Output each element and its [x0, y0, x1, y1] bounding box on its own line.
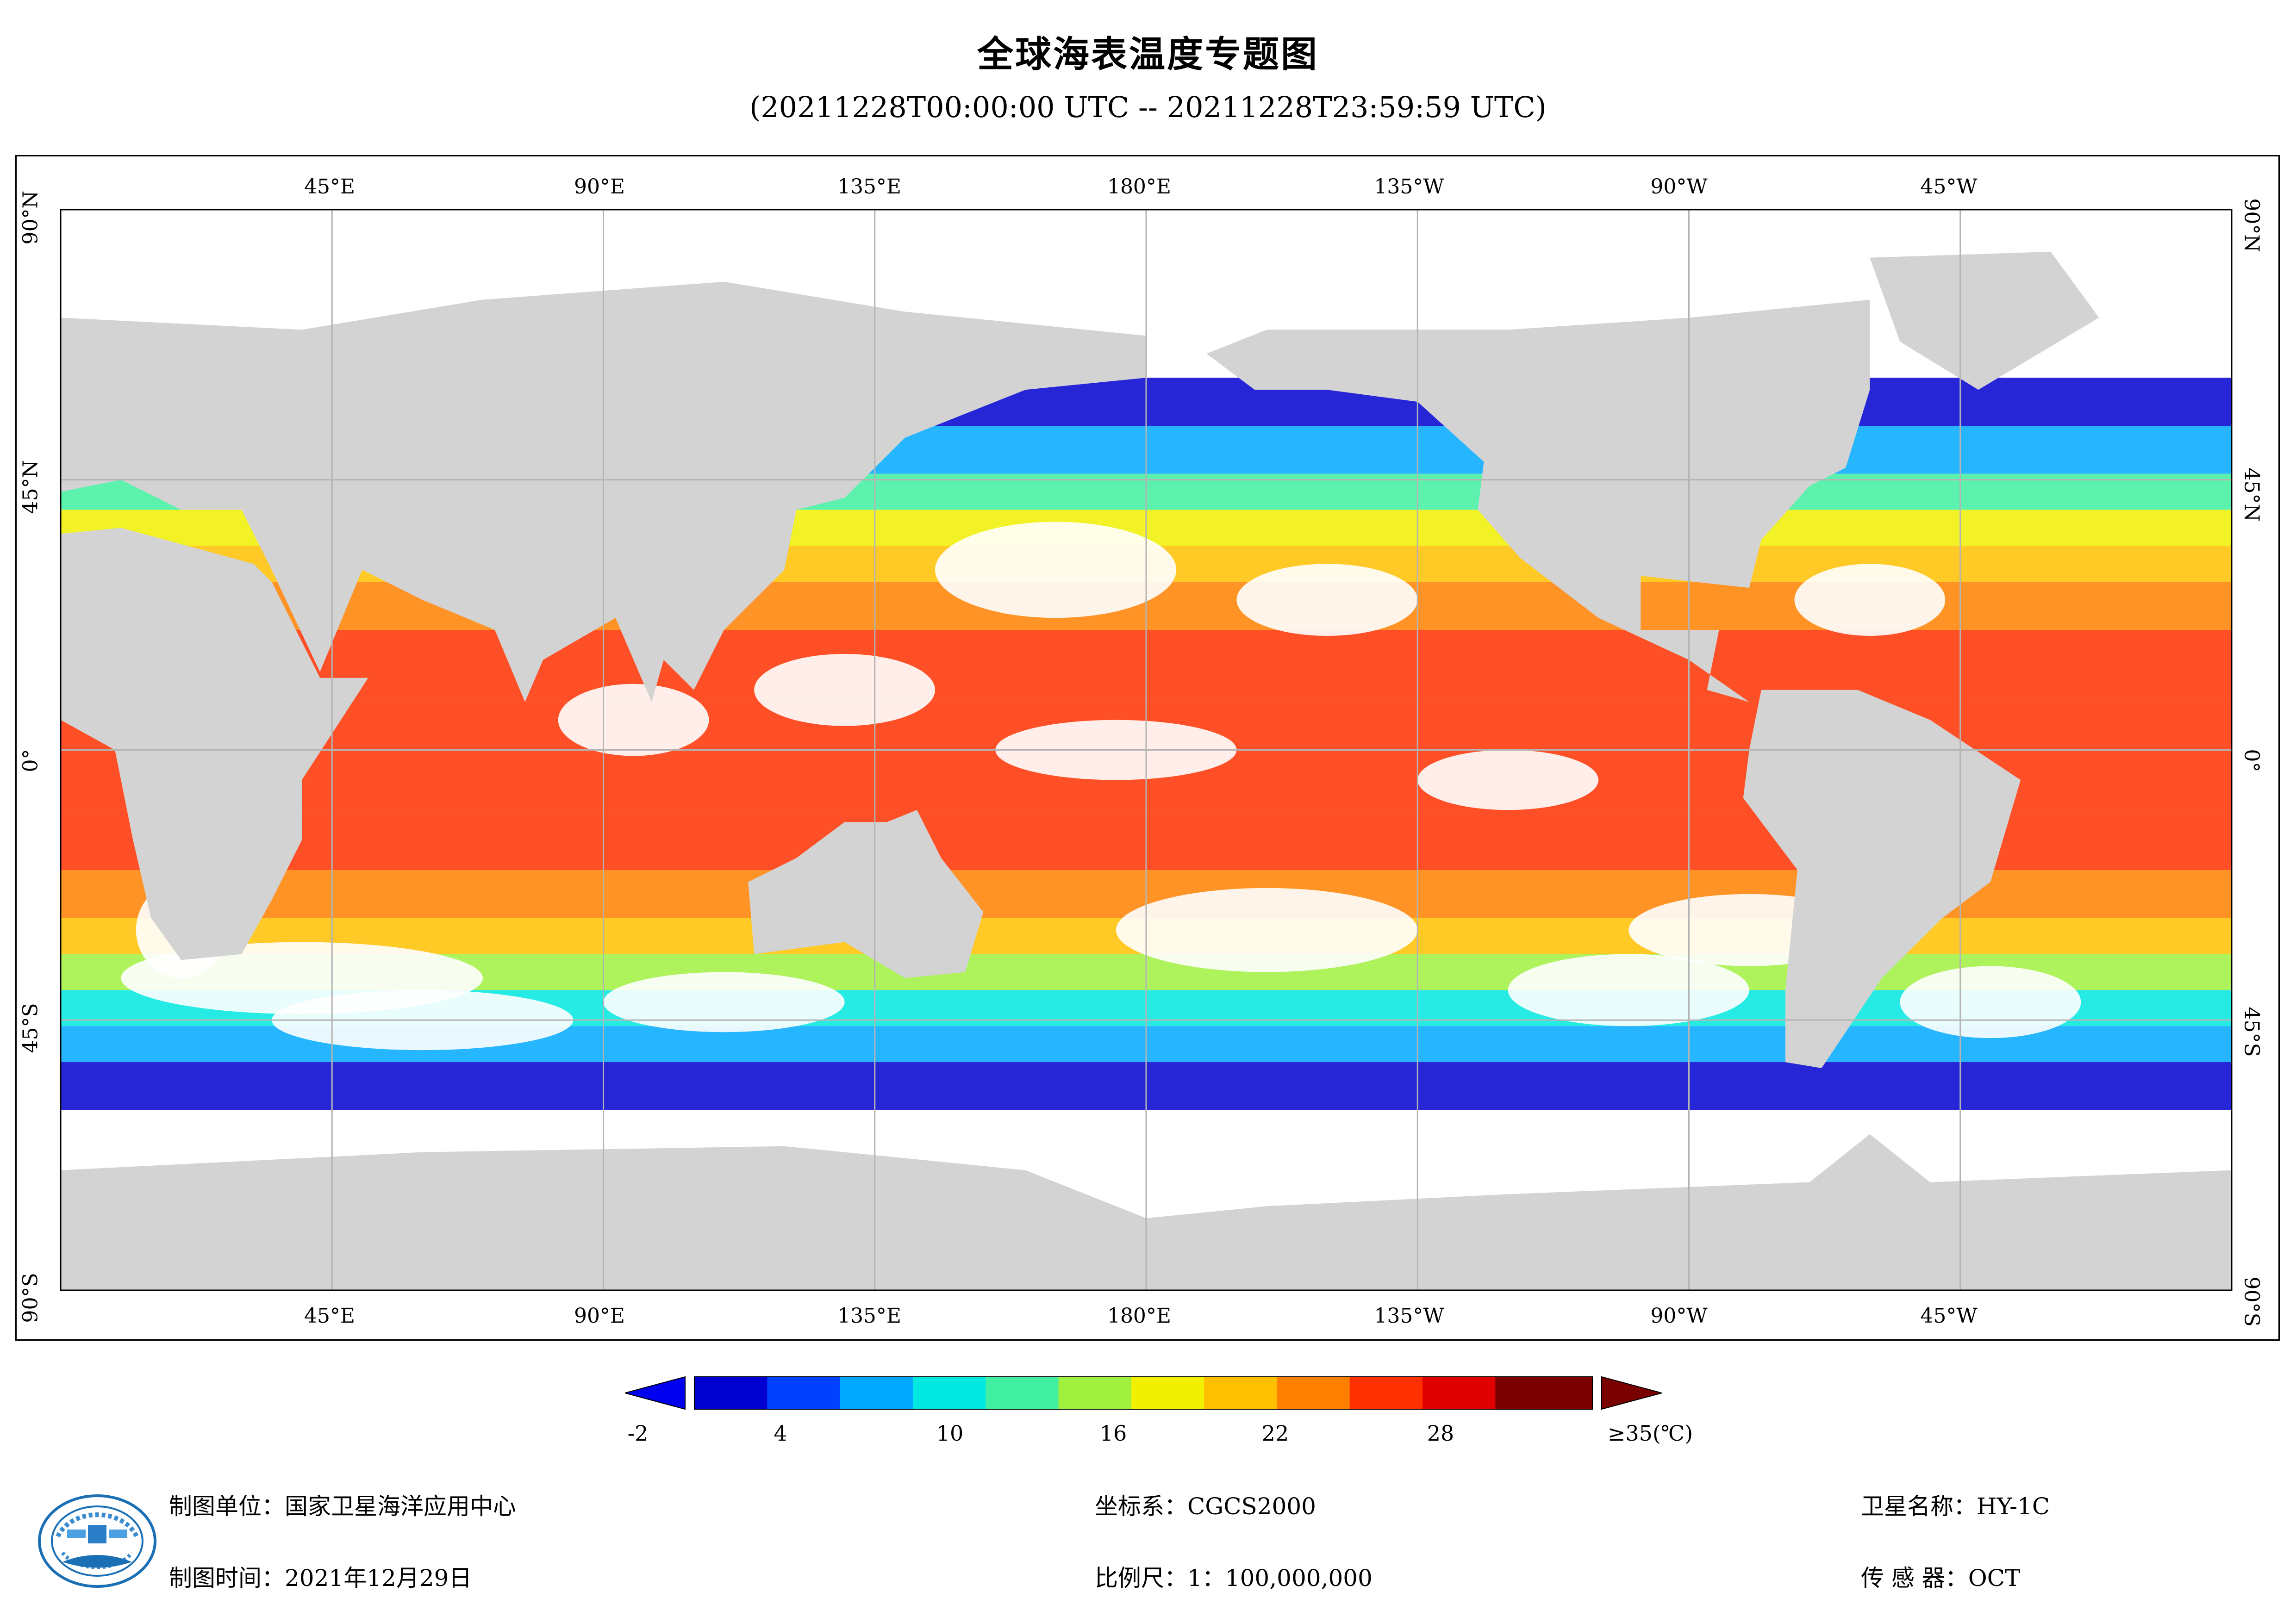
cloud-gap	[754, 653, 936, 726]
colorbar-segment	[1398, 1377, 1423, 1409]
lat-label-left: 45°S	[19, 1003, 43, 1053]
cloud-gap	[1508, 954, 1749, 1026]
cloud-gap	[1417, 750, 1599, 810]
map-frame: 45°E 90°E 135°E 180°E 135°W 90°W 45°W 45…	[15, 155, 2280, 1341]
colorbar-segment	[1082, 1377, 1108, 1409]
lat-label-right: 0°	[2240, 749, 2264, 772]
colorbar-segment	[1228, 1377, 1253, 1409]
colorbar-segment	[718, 1377, 743, 1409]
colorbar-segment	[1325, 1377, 1350, 1409]
colorbar-tick: 16	[1099, 1421, 1127, 1446]
lat-label-left: 90°N	[19, 191, 43, 245]
lon-label-bottom: 90°E	[574, 1304, 625, 1328]
cloud-gap	[1794, 564, 1946, 636]
time-range-subtitle: (20211228T00:00:00 UTC -- 20211228T23:59…	[749, 90, 1547, 124]
colorbar-segment	[986, 1377, 1011, 1409]
plot-border	[60, 209, 2233, 1291]
lon-label-bottom: 135°E	[837, 1304, 902, 1328]
colorbar-segment	[1034, 1377, 1059, 1409]
colorbar-segment	[1107, 1377, 1132, 1409]
colorbar-segment	[1301, 1377, 1326, 1409]
production-date: 制图时间：2021年12月29日	[169, 1565, 472, 1592]
colorbar-segment	[1131, 1377, 1156, 1409]
lat-label-right: 90°N	[2240, 198, 2264, 253]
colorbar-border	[694, 1376, 1593, 1410]
lat-label-right: 90°S	[2240, 1276, 2264, 1327]
colorbar-segment	[1058, 1377, 1083, 1409]
temperature-colorbar	[625, 1376, 1662, 1410]
colorbar-under-arrow	[625, 1376, 686, 1410]
lon-label-bottom: 90°W	[1650, 1304, 1708, 1328]
lon-label-bottom: 45°E	[304, 1304, 356, 1328]
nsoas-logo-icon	[38, 1494, 156, 1588]
colorbar-segment	[864, 1377, 889, 1409]
colorbar-segment	[1495, 1377, 1520, 1409]
colorbar-segment	[912, 1377, 938, 1409]
colorbar-segment	[742, 1377, 768, 1409]
colorbar-segment	[1568, 1377, 1593, 1409]
north-america-land	[1206, 299, 1870, 702]
colorbar-segment	[888, 1377, 913, 1409]
map-title: 全球海表温度专题图	[977, 34, 1319, 75]
lon-label-top: 45°E	[304, 175, 356, 199]
lon-label-top: 135°E	[837, 175, 902, 199]
lat-label-left: 90°S	[19, 1273, 43, 1323]
coordinate-system: 坐标系：CGCS2000	[1095, 1493, 1316, 1520]
colorbar-segment	[1010, 1377, 1035, 1409]
colorbar-segment	[1155, 1377, 1180, 1409]
cloud-gap	[1116, 888, 1418, 972]
cloud-gap	[1900, 966, 2081, 1038]
colorbar-segment	[1204, 1377, 1229, 1409]
colorbar-segment	[1519, 1377, 1545, 1409]
lon-label-top: 45°W	[1920, 175, 1978, 199]
colorbar-segment	[1252, 1377, 1278, 1409]
cloud-gap	[558, 684, 709, 756]
colorbar-tick: 4	[774, 1421, 787, 1446]
lon-label-top: 90°E	[574, 175, 625, 199]
lon-label-top: 90°W	[1650, 175, 1708, 199]
colorbar-segment	[816, 1377, 841, 1409]
colorbar-tick: 22	[1261, 1421, 1289, 1446]
africa-land	[61, 528, 368, 960]
cloud-gap	[1236, 564, 1418, 636]
colorbar-segment	[1349, 1377, 1375, 1409]
colorbar-segment	[840, 1377, 865, 1409]
lon-label-top: 180°E	[1107, 175, 1172, 199]
sensor-name: 传 感 器：OCT	[1861, 1565, 2021, 1592]
colorbar-tick: 10	[936, 1421, 964, 1446]
sst-map	[60, 209, 2233, 1291]
lat-label-left: 45°N	[19, 460, 43, 514]
map-scale: 比例尺：1：100,000,000	[1095, 1565, 1373, 1592]
colorbar-tick: -2	[627, 1421, 649, 1446]
colorbar-segment	[1471, 1377, 1496, 1409]
australia-land	[748, 810, 984, 978]
lon-label-top: 135°W	[1374, 175, 1444, 199]
colorbar-segment	[1277, 1377, 1302, 1409]
colorbar-segment	[961, 1377, 986, 1409]
colorbar-segment	[1447, 1377, 1472, 1409]
colorbar-segment	[1179, 1377, 1204, 1409]
colorbar-segment	[1544, 1377, 1569, 1409]
cloud-gap	[603, 972, 845, 1032]
south-america-land	[1743, 690, 2021, 1068]
colorbar-segment	[694, 1377, 719, 1409]
greenland-land	[1870, 251, 2099, 390]
colorbar-over-arrow	[1601, 1376, 1662, 1410]
lat-label-right: 45°S	[2240, 1007, 2264, 1057]
colorbar-tick: ≥35(℃)	[1607, 1421, 1693, 1446]
colorbar-tick: 28	[1427, 1421, 1454, 1446]
lat-label-left: 0°	[19, 749, 43, 772]
satellite-name: 卫星名称：HY-1C	[1861, 1493, 2050, 1520]
producer-unit: 制图单位：国家卫星海洋应用中心	[169, 1493, 516, 1520]
lon-label-bottom: 135°W	[1374, 1304, 1444, 1328]
colorbar-segment	[791, 1377, 817, 1409]
lat-label-right: 45°N	[2240, 467, 2264, 522]
colorbar-segment	[1423, 1377, 1447, 1409]
lon-label-bottom: 180°E	[1107, 1304, 1172, 1328]
colorbar-segment	[767, 1377, 792, 1409]
colorbar-segment	[937, 1377, 962, 1409]
lon-label-bottom: 45°W	[1920, 1304, 1978, 1328]
cloud-gap	[935, 522, 1177, 618]
colorbar-segment	[1374, 1377, 1399, 1409]
